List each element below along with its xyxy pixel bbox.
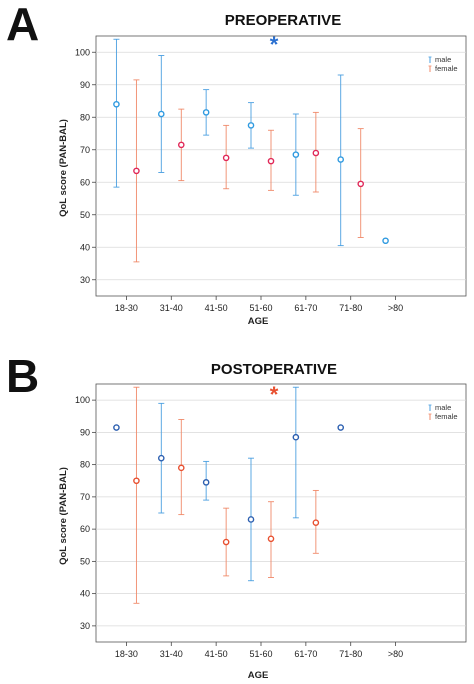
panel-a-letter: A	[6, 0, 39, 50]
panel-b-xtick-label: 18-30	[115, 649, 138, 659]
panel-a-male-point	[113, 100, 120, 108]
panel-b-xtick-label: 41-50	[205, 649, 228, 659]
panel-b-ytick-label: 30	[80, 621, 90, 631]
panel-a-legend-label-male: male	[435, 55, 451, 64]
panel-a-significance-star: *	[270, 32, 279, 57]
panel-a-plot: 30 40 50 60 70 80 90 100 18-30 31-40 41-50 51-60 61-…	[75, 35, 467, 313]
panel-b-legend-label-female: female	[435, 412, 458, 421]
panel-b-legend-label-male: male	[435, 403, 451, 412]
panel-a-xtick-label: 41-50	[205, 303, 228, 313]
panel-a-ytick-label: 60	[80, 177, 90, 187]
panel-a-male-point	[382, 237, 389, 245]
panel-a-legend-label-female: female	[435, 64, 458, 73]
panel-b-xtick-label: 71-80	[339, 649, 362, 659]
panel-a-ytick-label: 50	[80, 210, 90, 220]
panel-b-title: POSTOPERATIVE	[211, 361, 337, 378]
panel-b-ytick-label: 70	[80, 492, 90, 502]
panel-a-female-point	[222, 154, 230, 162]
panel-b-ytick-label: 90	[80, 427, 90, 437]
panel-a-male-point	[247, 122, 255, 129]
panel-b-ytick-label: 50	[80, 556, 90, 566]
panel-a-xtick-label: 31-40	[160, 303, 183, 313]
panel-a-title: PREOPERATIVE	[225, 12, 341, 29]
panel-a-xtick-label: 51-60	[249, 303, 272, 313]
panel-b-xtick-label: 31-40	[160, 649, 183, 659]
panel-a-female-point	[357, 180, 365, 188]
panel-b-female-point	[133, 477, 140, 485]
panel-b-significance-star: *	[270, 382, 279, 407]
panel-b-male-point	[337, 424, 345, 431]
panel-b-male-point	[292, 433, 300, 441]
panel-b-xtick-label: 61-70	[294, 649, 317, 659]
panel-b-ytick-label: 80	[80, 460, 90, 470]
panel-b-ytick-label: 40	[80, 589, 90, 599]
panel-a-female-point	[177, 141, 185, 149]
panel-b-ytick-label: 100	[75, 395, 90, 405]
panel-a-male-point	[202, 109, 210, 116]
panel-b-xtick-label: >80	[388, 649, 403, 659]
panel-a-ylabel: QoL score (PAN-BAL)	[58, 119, 69, 217]
panel-b-letter: B	[6, 350, 39, 402]
panel-a-xtick-label: 71-80	[339, 303, 362, 313]
panel-b-female-point	[312, 519, 320, 526]
panel-a-female-point	[267, 157, 275, 165]
panel-a-xlabel: AGE	[248, 316, 269, 327]
panel-a-ytick-label: 30	[80, 275, 90, 285]
panel-b-frame	[95, 383, 467, 643]
panel-a-ytick-label: 90	[80, 80, 90, 90]
panel-b-ylabel: QoL score (PAN-BAL)	[58, 467, 69, 565]
panel-a-male-point	[337, 156, 345, 163]
panel-a-male-point	[292, 151, 300, 158]
panel-a-xtick-label: 18-30	[115, 303, 138, 313]
panel-a-ytick-label: 40	[80, 242, 90, 252]
panel-a-xtick-label: >80	[388, 303, 403, 313]
panel-b-female-point	[267, 535, 275, 543]
panel-b-male-point	[157, 454, 165, 462]
panel-a-female-point	[312, 149, 320, 157]
panel-a-xtick-label: 61-70	[294, 303, 317, 313]
panel-b-xlabel: AGE	[248, 670, 269, 681]
panel-b-female-point	[222, 538, 230, 546]
panel-a-ytick-label: 80	[80, 112, 90, 122]
panel-a-female-point	[133, 167, 140, 175]
panel-b-xtick-label: 51-60	[249, 649, 272, 659]
panel-b-plot: 30 40 50 60 70 80 90 100 18-30 31-40 41-50 51-60 61-…	[75, 383, 467, 659]
panel-b-male-point	[113, 424, 120, 431]
panel-b-female-point	[177, 464, 185, 472]
panel-b-male-point	[202, 479, 210, 486]
panel-a-male-point	[157, 110, 165, 118]
panel-b-ytick-label: 60	[80, 524, 90, 534]
panel-a-ytick-label: 70	[80, 145, 90, 155]
panel-b-male-point	[247, 516, 255, 523]
panel-a-ytick-label: 100	[75, 47, 90, 57]
panel-a-frame	[95, 35, 467, 297]
